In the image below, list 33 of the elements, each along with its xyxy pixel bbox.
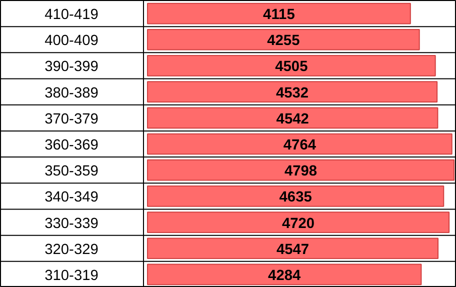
y-tick-label: 310-319 <box>44 268 98 284</box>
bar <box>147 159 455 181</box>
bar <box>147 264 422 286</box>
y-tick-label: 390-399 <box>44 59 98 76</box>
bar <box>147 55 436 76</box>
data-label: 4720 <box>282 216 315 232</box>
y-tick-label: 360-369 <box>44 138 98 154</box>
bar <box>147 133 452 155</box>
data-label: 4635 <box>279 190 312 206</box>
bar <box>147 212 450 233</box>
y-tick-label: 340-349 <box>44 190 98 206</box>
data-label: 4798 <box>284 164 318 180</box>
data-label: 4115 <box>263 7 295 24</box>
y-tick-label: 400-409 <box>44 33 98 50</box>
data-label: 4284 <box>268 268 302 284</box>
y-tick-label: 320-329 <box>44 242 98 258</box>
data-label: 4764 <box>283 138 317 154</box>
y-tick-label: 380-389 <box>44 85 98 102</box>
bar <box>147 2 411 24</box>
y-tick-label: 370-379 <box>44 111 98 128</box>
bar <box>147 238 439 260</box>
data-label: 4255 <box>267 33 300 50</box>
data-label: 4532 <box>276 85 309 102</box>
bar <box>147 186 444 207</box>
y-tick-label: 330-339 <box>44 216 98 232</box>
y-tick-label: 350-359 <box>44 164 98 180</box>
bar <box>147 81 438 102</box>
y-tick-label: 410-419 <box>44 7 98 24</box>
bar <box>147 107 438 129</box>
data-label: 4542 <box>276 111 309 128</box>
data-label: 4505 <box>275 59 308 76</box>
data-label: 4547 <box>276 242 310 258</box>
bar <box>147 28 420 50</box>
